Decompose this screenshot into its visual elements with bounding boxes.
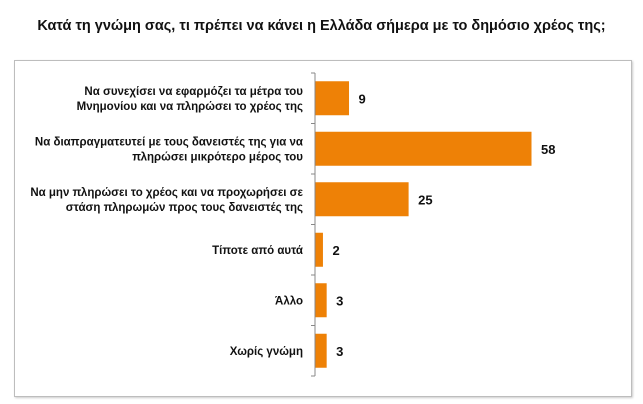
category-label: Άλλο	[275, 295, 303, 307]
bar	[315, 182, 409, 217]
category-label: πληρώσει μικρότερο μέρος του	[132, 151, 303, 163]
category-label: Μνημονίου και να πληρώσει το χρέος της	[77, 101, 303, 113]
chart-frame	[14, 60, 632, 397]
category-label: Τίποτε από αυτά	[212, 245, 303, 257]
data-label: 3	[336, 293, 343, 308]
data-label: 9	[359, 91, 366, 106]
data-label: 2	[332, 243, 339, 258]
data-label: 3	[336, 344, 343, 359]
bar	[315, 283, 327, 318]
chart-title: Κατά τη γνώμη σας, τι πρέπει να κάνει η …	[37, 18, 606, 34]
bar	[315, 333, 327, 368]
category-label: Χωρίς γνώμη	[230, 346, 303, 358]
data-label: 58	[541, 142, 555, 157]
bar	[315, 131, 532, 166]
bar	[315, 232, 323, 267]
bar	[315, 81, 350, 116]
category-label: Να συνεχίσει να εφαρμόζει τα μέτρα του	[84, 86, 303, 98]
data-label: 25	[418, 192, 432, 207]
category-label: Να μην πληρώσει το χρέος και να προχωρήσ…	[30, 187, 303, 199]
category-label: στάση πληρωμών προς τους δανειστές της	[66, 202, 303, 214]
category-label: Να διαπραγματευτεί με τους δανειστές της…	[35, 136, 303, 148]
